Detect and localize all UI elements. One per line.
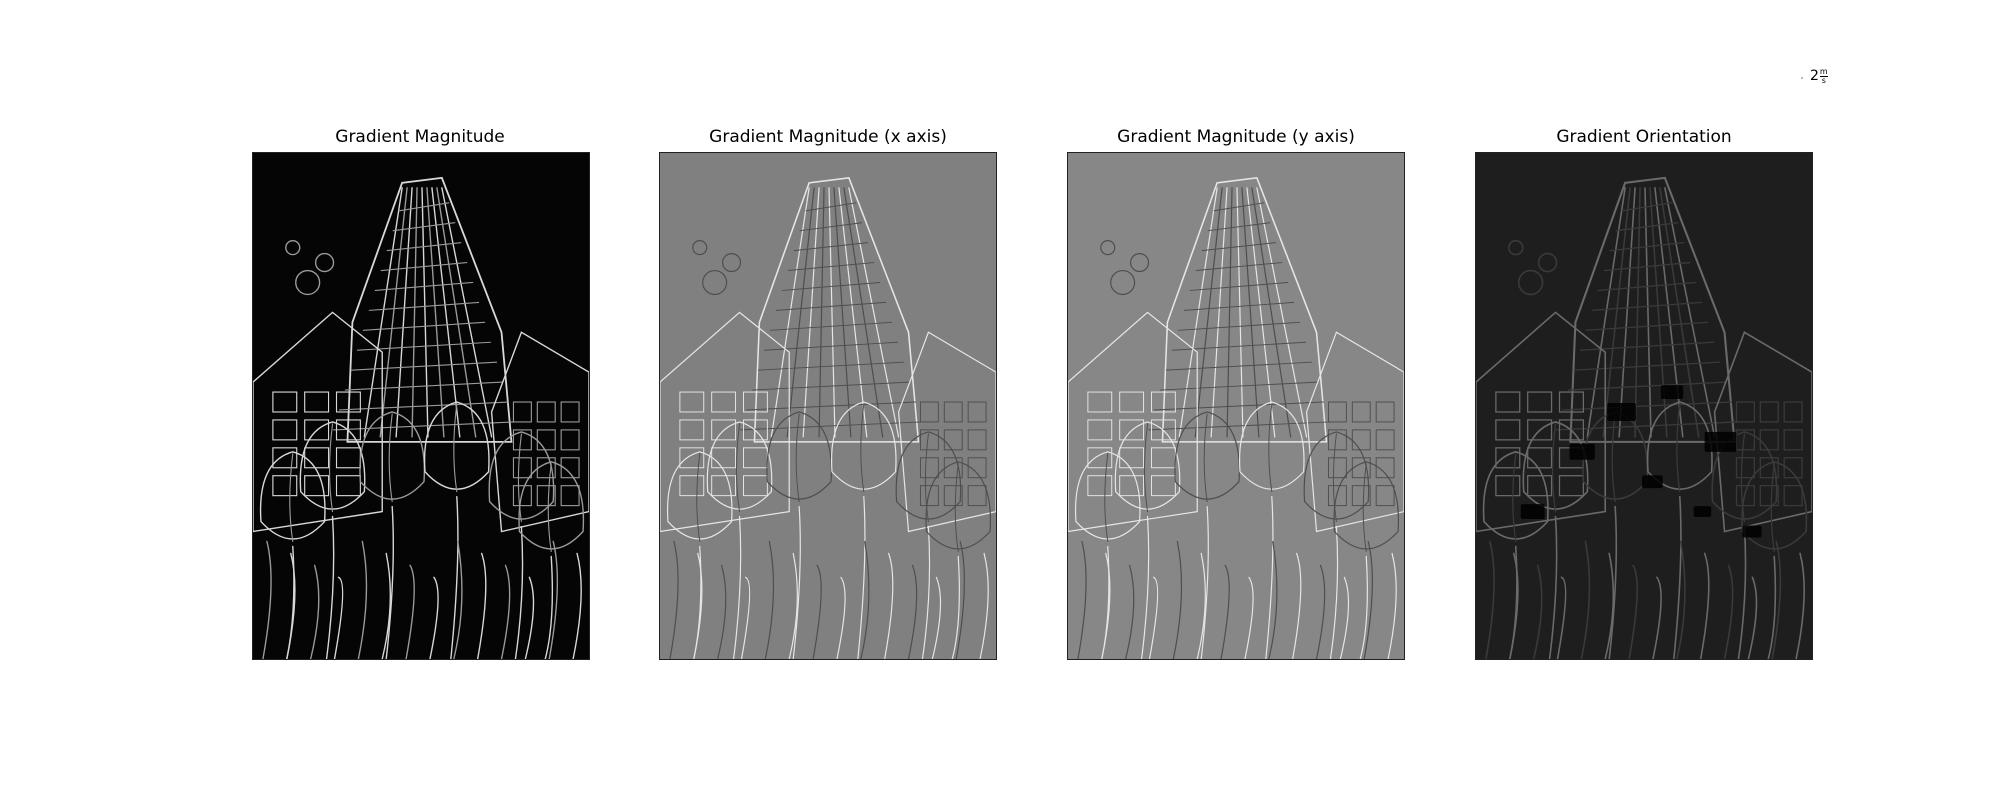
image-gradient-y-axis xyxy=(1067,152,1405,660)
image-gradient-x-axis xyxy=(659,152,997,660)
panel-title-x-axis: Gradient Magnitude (x axis) xyxy=(709,127,947,147)
panel-title-orientation: Gradient Orientation xyxy=(1556,127,1732,147)
panel-title-magnitude: Gradient Magnitude xyxy=(335,127,505,147)
image-gradient-magnitude xyxy=(252,152,590,660)
panel-title-y-axis: Gradient Magnitude (y axis) xyxy=(1117,127,1355,147)
image-gradient-orientation xyxy=(1475,152,1813,660)
